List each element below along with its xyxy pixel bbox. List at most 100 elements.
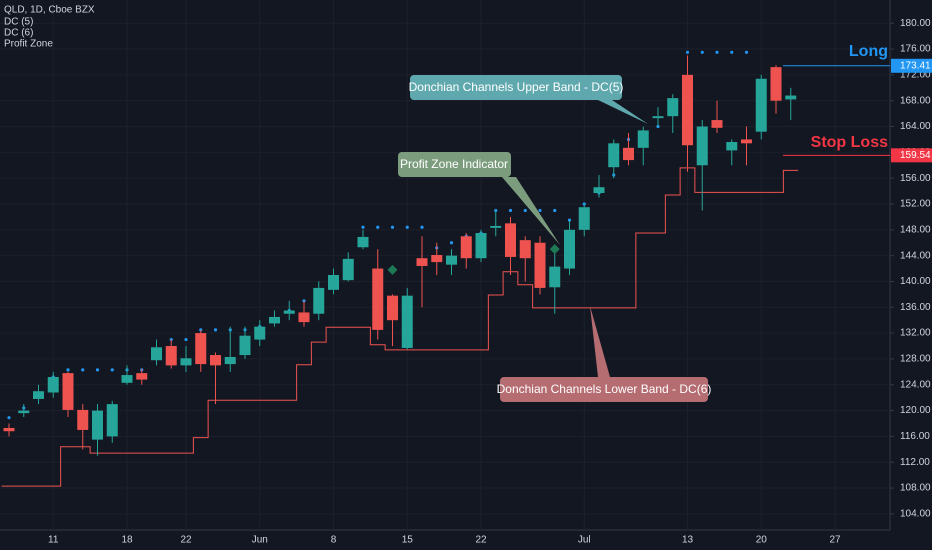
x-tick-label: 15	[402, 535, 414, 546]
dc-upper-dot	[420, 225, 424, 229]
candle-body	[637, 130, 649, 148]
dc-upper-dot	[405, 225, 409, 229]
y-tick-label: 112.00	[900, 457, 930, 468]
callout-box	[500, 377, 708, 402]
candle-body	[298, 312, 310, 323]
x-tick-label: 18	[121, 535, 133, 546]
legend-item: DC (6)	[4, 28, 33, 39]
candle-body	[92, 410, 103, 440]
candle-body	[770, 67, 782, 101]
dc-upper-dot	[730, 50, 734, 54]
candle-body	[593, 187, 605, 194]
dc-upper-dot	[184, 337, 188, 342]
dc-upper-dot	[7, 416, 11, 420]
y-tick-label: 136.00	[900, 302, 931, 313]
annotation: Donchian Channels Upper Band - DC(5)	[409, 80, 624, 94]
y-tick-label: 116.00	[900, 431, 930, 442]
dc-upper-dot	[508, 208, 513, 213]
callout-arrow	[502, 177, 560, 245]
dc-upper-dot	[494, 208, 498, 213]
dc-upper-dot	[361, 225, 365, 229]
dc-upper-dot	[390, 225, 395, 229]
candle-body	[431, 254, 443, 263]
x-tick-label: 27	[829, 535, 841, 546]
x-tick-label: Jun	[252, 535, 268, 546]
dc-upper-dot	[523, 208, 527, 213]
long-label: Long	[849, 43, 888, 60]
candle-body	[475, 233, 487, 259]
x-tick-label: Jul	[578, 535, 591, 546]
candle-body	[210, 355, 221, 366]
y-tick-label: 176.00	[900, 44, 931, 55]
dc-upper-dot	[110, 368, 114, 372]
dc-upper-dot	[567, 218, 572, 222]
candle-body	[785, 95, 797, 100]
candle-body	[77, 409, 89, 430]
x-tick-label: 11	[48, 535, 59, 546]
candle-body	[460, 236, 472, 259]
y-tick-label: 140.00	[900, 276, 931, 287]
candle-body	[534, 242, 546, 288]
candle-body	[195, 333, 207, 365]
legend-item: Profit Zone	[4, 39, 53, 50]
candle-body	[667, 98, 679, 117]
annotation: Profit Zone Indicator	[400, 157, 508, 171]
stop-price-tag	[891, 148, 932, 163]
candle-body	[165, 346, 177, 366]
callout-box	[410, 75, 622, 100]
candle-body	[372, 268, 384, 330]
candle-body	[505, 223, 516, 257]
candle-body	[711, 120, 723, 128]
y-tick-label: 128.00	[900, 354, 931, 365]
candle-body	[239, 335, 251, 356]
candle-body	[47, 377, 59, 393]
candle-body	[755, 78, 767, 132]
candle-body	[106, 404, 118, 437]
candle-body	[387, 295, 398, 321]
candle-body	[269, 316, 280, 324]
x-tick-label: 20	[756, 535, 768, 546]
callout-arrow	[598, 100, 648, 124]
candle-body	[342, 258, 354, 281]
dc-upper-dot	[376, 225, 380, 229]
dc-lower-band	[1, 167, 799, 487]
candle-body	[549, 266, 561, 288]
candle-body	[490, 225, 502, 228]
candle-body	[357, 236, 369, 248]
legend-item: DC (5)	[4, 17, 33, 28]
y-tick-label: 172.00	[900, 70, 931, 81]
dc-upper-dot	[685, 50, 690, 54]
candle-body	[696, 126, 708, 166]
candle-body	[578, 207, 590, 230]
dc-upper-dot	[66, 368, 70, 372]
annotation: Donchian Channels Lower Band - DC(6)	[497, 382, 712, 396]
candle-body	[416, 258, 428, 266]
y-tick-label: 144.00	[900, 250, 931, 261]
callout-box	[398, 152, 511, 177]
y-tick-label: 108.00	[900, 483, 931, 494]
candle-body	[741, 139, 752, 144]
candle-body	[151, 347, 162, 361]
x-tick-label: 22	[180, 535, 192, 546]
y-tick-label: 152.00	[900, 199, 931, 210]
candle-body	[180, 358, 192, 366]
candle-body	[401, 295, 413, 348]
long-price-label: 173.41	[900, 60, 931, 71]
dc-upper-dot	[538, 208, 542, 213]
dc-upper-dot	[81, 368, 85, 372]
marks	[1, 50, 799, 487]
x-tick-label: 22	[475, 535, 487, 546]
dc-upper-dot	[213, 328, 218, 332]
dc-upper-dot	[449, 241, 454, 245]
candle-body	[652, 116, 664, 119]
y-tick-label: 180.00	[900, 18, 931, 29]
candle-body	[33, 391, 44, 399]
candle-body	[3, 428, 15, 432]
candle-body	[313, 287, 325, 314]
profit-zone-marker	[549, 244, 560, 255]
candle-body	[446, 255, 457, 265]
candle-body	[328, 275, 339, 290]
candle-body	[283, 310, 295, 314]
